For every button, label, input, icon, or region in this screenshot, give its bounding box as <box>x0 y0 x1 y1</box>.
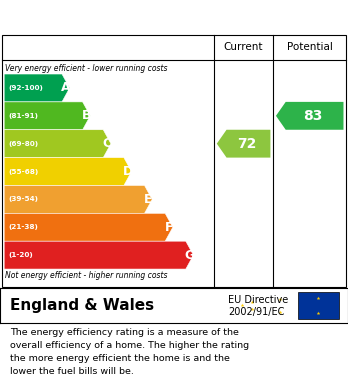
Text: Very energy efficient - lower running costs: Very energy efficient - lower running co… <box>5 64 168 73</box>
Polygon shape <box>4 213 173 241</box>
Polygon shape <box>4 130 111 158</box>
Text: (55-68): (55-68) <box>8 169 39 174</box>
Text: (21-38): (21-38) <box>8 224 38 230</box>
Text: 83: 83 <box>303 109 322 123</box>
Text: England & Wales: England & Wales <box>10 298 155 313</box>
Text: A: A <box>61 81 71 95</box>
Text: D: D <box>122 165 133 178</box>
Text: B: B <box>82 109 91 122</box>
Polygon shape <box>276 102 343 130</box>
Text: Current: Current <box>224 42 263 52</box>
Text: (92-100): (92-100) <box>8 85 43 91</box>
Text: E: E <box>144 193 152 206</box>
Text: C: C <box>103 137 112 150</box>
Text: (39-54): (39-54) <box>8 196 38 203</box>
Polygon shape <box>4 185 152 213</box>
Polygon shape <box>4 102 90 130</box>
Text: (1-20): (1-20) <box>8 252 33 258</box>
Polygon shape <box>4 158 132 185</box>
FancyBboxPatch shape <box>298 292 339 319</box>
Text: F: F <box>165 221 173 234</box>
Text: The energy efficiency rating is a measure of the
overall efficiency of a home. T: The energy efficiency rating is a measur… <box>10 328 250 376</box>
Text: G: G <box>184 249 195 262</box>
Polygon shape <box>4 241 193 269</box>
Polygon shape <box>217 130 270 158</box>
Text: (81-91): (81-91) <box>8 113 38 119</box>
Text: Not energy efficient - higher running costs: Not energy efficient - higher running co… <box>5 271 168 280</box>
Text: 72: 72 <box>237 137 256 151</box>
Text: 2002/91/EC: 2002/91/EC <box>228 307 284 317</box>
Polygon shape <box>4 74 70 102</box>
Text: EU Directive: EU Directive <box>228 295 288 305</box>
Text: Energy Efficiency Rating: Energy Efficiency Rating <box>69 9 279 24</box>
Text: (69-80): (69-80) <box>8 141 39 147</box>
Text: Potential: Potential <box>287 42 333 52</box>
